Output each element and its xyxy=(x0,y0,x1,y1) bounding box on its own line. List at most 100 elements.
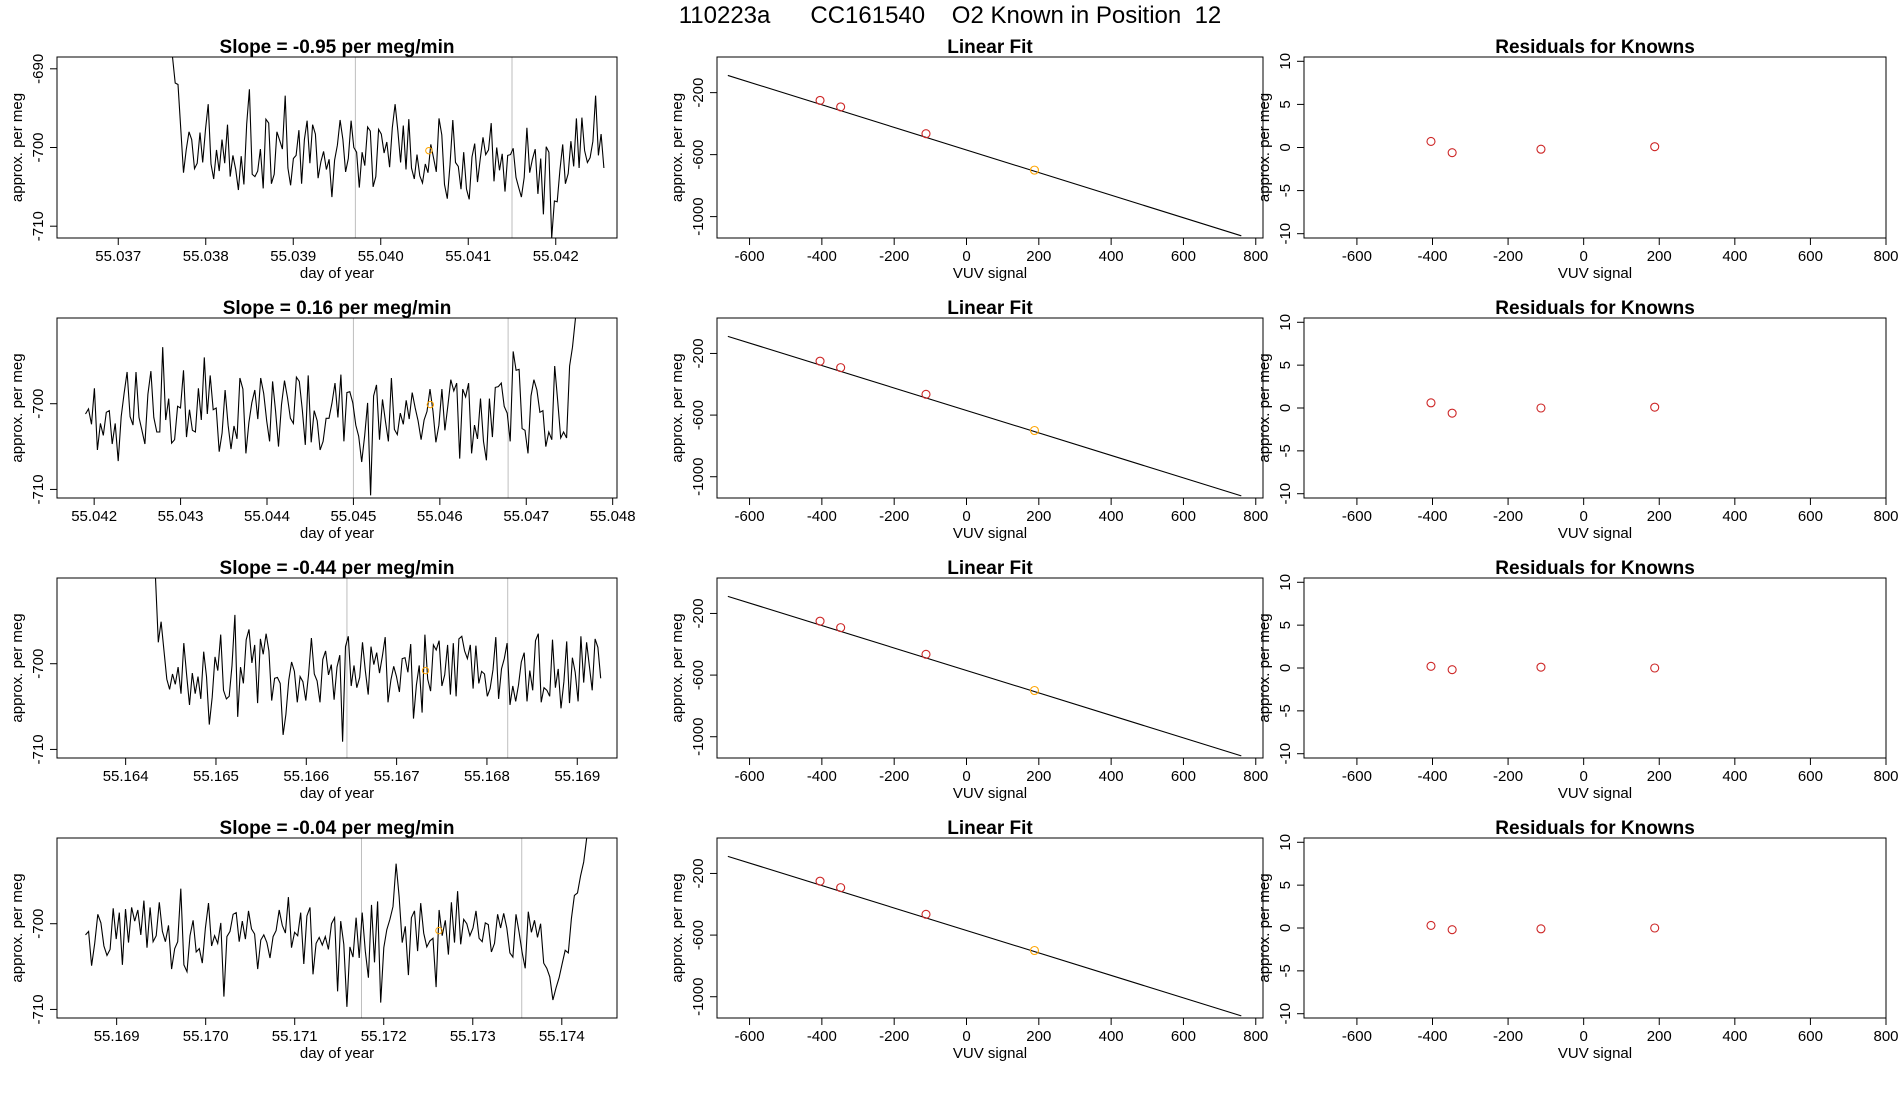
panel-2-2: Linear Fit -600 -400 -200 0 200 400 600 800 -200 -… xyxy=(669,298,1268,542)
panel-1-1: Slope = -0.95 per meg/min 55.037 55.038 55.… xyxy=(9,37,618,282)
x-tick-label: 400 xyxy=(1099,248,1124,265)
x-tick-label: 55.173 xyxy=(450,1028,496,1045)
x-tick-label: 600 xyxy=(1798,1028,1823,1045)
panel-2-4: Linear Fit -600 -400 -200 0 200 400 600 800 -200 -… xyxy=(669,818,1268,1062)
fit-line xyxy=(727,74,1242,237)
unknown-point xyxy=(1029,685,1040,696)
x-tick-label: 55.042 xyxy=(533,248,579,265)
y-tick-label: -1000 xyxy=(690,718,707,756)
y-axis-label: approx. per meg xyxy=(9,353,26,462)
x-tick-label: 55.169 xyxy=(94,1028,140,1045)
y-tick-label: -700 xyxy=(30,909,47,939)
x-tick-label: -200 xyxy=(1493,248,1523,265)
x-tick-label: -200 xyxy=(879,508,909,525)
x-tick-label: 400 xyxy=(1722,248,1747,265)
y-tick-label: -1000 xyxy=(690,197,707,235)
panel-title: Slope = 0.16 per meg/min xyxy=(223,298,452,319)
data-series-line xyxy=(85,838,588,1007)
plot-data xyxy=(1426,920,1660,935)
known-point xyxy=(1447,408,1457,418)
panel-3-1: Residuals for Knowns -600 -400 -200 0 200 400 6… xyxy=(1256,37,1899,282)
x-tick-label: -600 xyxy=(735,248,765,265)
x-tick-label: -200 xyxy=(1493,1028,1523,1045)
x-tick-label: 800 xyxy=(1873,768,1898,785)
plot-data xyxy=(727,595,1242,757)
known-point xyxy=(1447,148,1457,158)
x-tick-label: 55.048 xyxy=(590,508,636,525)
x-tick-label: -200 xyxy=(879,768,909,785)
x-tick-label: 55.042 xyxy=(71,508,117,525)
x-tick-label: 800 xyxy=(1243,1028,1268,1045)
known-point xyxy=(836,102,846,112)
known-point xyxy=(1650,663,1660,673)
plot-data xyxy=(85,838,588,1018)
x-tick-label: 200 xyxy=(1026,248,1051,265)
y-tick-label: 0 xyxy=(1277,924,1294,932)
known-point xyxy=(815,876,825,886)
y-tick-label: 0 xyxy=(1277,143,1294,151)
panel-title: Linear Fit xyxy=(947,298,1033,319)
x-tick-label: 55.038 xyxy=(183,248,229,265)
x-axis-label: VUV signal xyxy=(953,1045,1027,1062)
panel-1-3: Slope = -0.44 per meg/min 55.164 55.165 55.… xyxy=(9,558,618,802)
y-tick-label: -10 xyxy=(1277,743,1294,765)
x-tick-label: 55.041 xyxy=(445,248,491,265)
x-axis-label: VUV signal xyxy=(1558,1045,1632,1062)
x-tick-label: -600 xyxy=(1342,768,1372,785)
known-point xyxy=(921,649,931,659)
panel-2-3: Linear Fit -600 -400 -200 0 200 400 600 800 -200 -… xyxy=(669,558,1268,802)
x-tick-label: 0 xyxy=(962,508,970,525)
unknown-point xyxy=(1029,425,1040,436)
panel-title: Slope = -0.44 per meg/min xyxy=(220,558,455,579)
plot-frame xyxy=(56,56,618,239)
unknown-point xyxy=(426,400,435,409)
x-tick-label: 0 xyxy=(1579,248,1587,265)
known-point xyxy=(1426,661,1436,671)
x-tick-label: 55.170 xyxy=(183,1028,229,1045)
panel-2-1: Linear Fit -600 -400 -200 0 200 400 600 800 -200 -… xyxy=(669,37,1268,282)
plot-data xyxy=(1426,136,1660,158)
plot-frame xyxy=(716,56,1264,239)
panel-title: Residuals for Knowns xyxy=(1495,298,1695,319)
plot-data xyxy=(727,335,1242,497)
plot-frame xyxy=(56,317,618,499)
y-axis-label: approx. per meg xyxy=(1256,353,1273,462)
panel-title: Slope = -0.95 per meg/min xyxy=(220,37,455,58)
x-tick-label: -400 xyxy=(807,1028,837,1045)
panel-title: Linear Fit xyxy=(947,818,1033,839)
y-tick-label: -710 xyxy=(30,211,47,241)
x-tick-label: 0 xyxy=(962,768,970,785)
x-tick-label: -600 xyxy=(1342,1028,1372,1045)
x-tick-label: 400 xyxy=(1722,768,1747,785)
x-tick-label: -200 xyxy=(1493,508,1523,525)
x-tick-label: 55.174 xyxy=(539,1028,585,1045)
known-point xyxy=(1650,923,1660,933)
unknown-point xyxy=(1029,945,1040,956)
x-tick-label: 400 xyxy=(1099,1028,1124,1045)
y-tick-label: -5 xyxy=(1277,444,1294,457)
panel-title: Residuals for Knowns xyxy=(1495,558,1695,579)
x-tick-label: 55.045 xyxy=(330,508,376,525)
panel-3-2: Residuals for Knowns -600 -400 -200 0 200 400 6… xyxy=(1256,298,1899,542)
x-tick-label: -600 xyxy=(735,1028,765,1045)
x-tick-label: 55.040 xyxy=(358,248,404,265)
x-tick-label: 55.044 xyxy=(244,508,290,525)
plot-data xyxy=(727,74,1242,237)
x-axis-label: VUV signal xyxy=(953,785,1027,802)
y-tick-label: -5 xyxy=(1277,964,1294,977)
x-tick-label: 55.168 xyxy=(464,768,510,785)
y-tick-label: -200 xyxy=(690,338,707,368)
x-tick-label: 400 xyxy=(1722,1028,1747,1045)
x-tick-label: -600 xyxy=(735,768,765,785)
y-tick-label: -200 xyxy=(690,78,707,108)
known-point xyxy=(1536,662,1546,672)
x-tick-label: -200 xyxy=(879,1028,909,1045)
known-point xyxy=(1426,136,1436,147)
x-tick-label: 55.171 xyxy=(272,1028,318,1045)
y-tick-label: -5 xyxy=(1277,704,1294,717)
x-tick-label: 0 xyxy=(962,1028,970,1045)
x-tick-label: 200 xyxy=(1647,1028,1672,1045)
y-tick-label: -600 xyxy=(690,660,707,690)
x-tick-label: 55.043 xyxy=(158,508,204,525)
x-tick-label: -400 xyxy=(807,508,837,525)
